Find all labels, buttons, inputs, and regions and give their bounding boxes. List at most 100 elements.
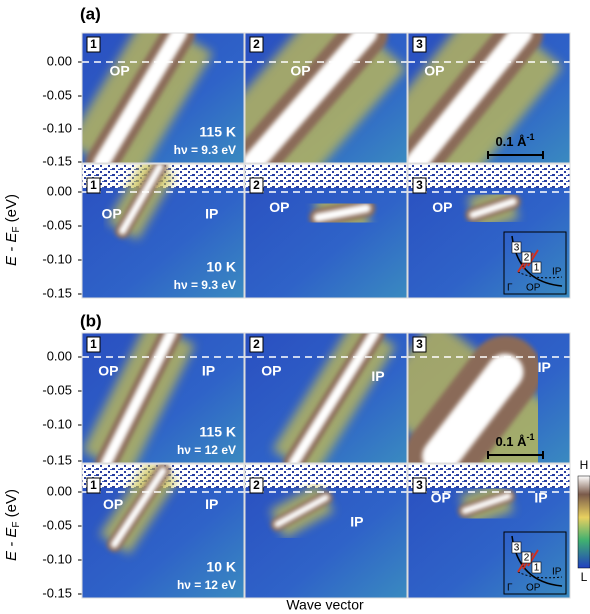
inset-cut (527, 549, 539, 567)
cut-frame (81, 32, 245, 164)
cut-number: 3 (416, 337, 423, 351)
cut-number: 2 (253, 478, 260, 492)
y-tick-label: -0.05 (42, 87, 72, 102)
cut-image (408, 164, 570, 298)
cut-image (245, 464, 407, 598)
inset-ip: IP (552, 567, 562, 578)
inset-number-box (531, 561, 542, 574)
inset-gamma: Γ (507, 583, 513, 594)
scale-text: 0.1 Å (495, 134, 527, 149)
colorbar-low: L (581, 570, 588, 584)
y-axis-label: E - EF (eV) (3, 194, 22, 266)
cut-image (245, 164, 407, 298)
band-label: OP (431, 490, 451, 506)
spectrum (245, 33, 407, 163)
band-core (422, 353, 524, 463)
cut-frame (407, 163, 571, 299)
cut-number-box (412, 177, 427, 194)
colorbar (577, 475, 590, 569)
cut-frame (81, 332, 245, 464)
spectrum (82, 33, 244, 163)
y-tick-label: -0.15 (42, 285, 72, 300)
cut-image (82, 33, 244, 163)
y-axis-unit: (eV) (3, 489, 20, 522)
band-label: OP (103, 496, 123, 512)
inset-inner (517, 571, 563, 579)
cut-frame (244, 32, 408, 164)
band-core (288, 333, 380, 463)
band-label: IP (205, 206, 218, 222)
inset-number: 1 (534, 563, 540, 574)
inset-number-box (521, 251, 532, 264)
scale-label: 0.1 Å-1 (495, 132, 534, 149)
temperature: 10 K (206, 559, 236, 575)
inset-frame (503, 231, 567, 295)
cut-number-box (249, 477, 264, 494)
cut-frame (244, 163, 408, 299)
cut-number: 1 (90, 337, 97, 351)
band-label: IP (538, 359, 551, 375)
x-axis-label: Wave vector (286, 597, 364, 613)
spectrum (408, 33, 570, 163)
band-core (408, 33, 533, 163)
band-core (93, 33, 188, 163)
cut-number-box (86, 36, 101, 53)
cut-number-box (412, 477, 427, 494)
cut-image (408, 333, 570, 463)
band-label: IP (202, 363, 215, 379)
cut-number: 3 (416, 178, 423, 192)
cut-frame (81, 463, 245, 599)
scale-label: 0.1 Å-1 (495, 432, 534, 449)
band-core (100, 333, 177, 463)
spectrum (408, 464, 570, 598)
y-tick-label: 0.00 (47, 53, 72, 68)
band-label: OP (101, 206, 121, 222)
band-label: IP (205, 496, 218, 512)
noise-band (408, 164, 570, 188)
cut-number: 3 (416, 478, 423, 492)
y-tick-label: -0.10 (42, 251, 72, 266)
inset-ip: IP (552, 267, 562, 278)
panel-label: (b) (80, 311, 102, 330)
photon-energy: hν = 9.3 eV (174, 143, 236, 157)
photon-energy: hν = 12 eV (177, 578, 236, 592)
panel-label: (a) (80, 4, 101, 23)
noise-band (408, 464, 570, 488)
band-label: OP (432, 199, 452, 215)
band-core (118, 164, 164, 235)
cut-number: 1 (90, 478, 97, 492)
band-label: OP (110, 63, 130, 79)
inset-op: OP (526, 283, 541, 294)
y-tick-label: -0.05 (42, 382, 72, 397)
cut-number-box (86, 477, 101, 494)
cut-number: 3 (416, 37, 423, 51)
photon-energy: hν = 12 eV (177, 443, 236, 457)
scale-sup: -1 (527, 432, 535, 442)
y-axis-main: E - E (3, 527, 20, 561)
cut-number: 1 (90, 178, 97, 192)
inset-number-box (511, 241, 522, 254)
y-tick-label: -0.05 (42, 517, 72, 532)
colorbar-high: H (580, 458, 589, 472)
y-axis-label: E - EF (eV) (3, 489, 22, 561)
band-label: OP (98, 363, 118, 379)
spectrum (408, 164, 570, 298)
band-label: IP (350, 514, 363, 530)
spectrum (245, 333, 407, 463)
cut-number-box (249, 336, 264, 353)
cut-image (82, 333, 244, 463)
band-label: OP (290, 63, 310, 79)
y-tick-label: -0.15 (42, 452, 72, 467)
inset-number-box (531, 261, 542, 274)
spectrum (245, 464, 407, 598)
band-label: IP (371, 368, 384, 384)
inset-cut (527, 249, 539, 267)
cut-number-box (412, 36, 427, 53)
cut-frame (244, 332, 408, 464)
cut-image (408, 464, 570, 598)
noise-band (245, 164, 407, 188)
cut-number-box (86, 177, 101, 194)
noise-band (245, 464, 407, 488)
temperature: 115 K (199, 124, 236, 140)
